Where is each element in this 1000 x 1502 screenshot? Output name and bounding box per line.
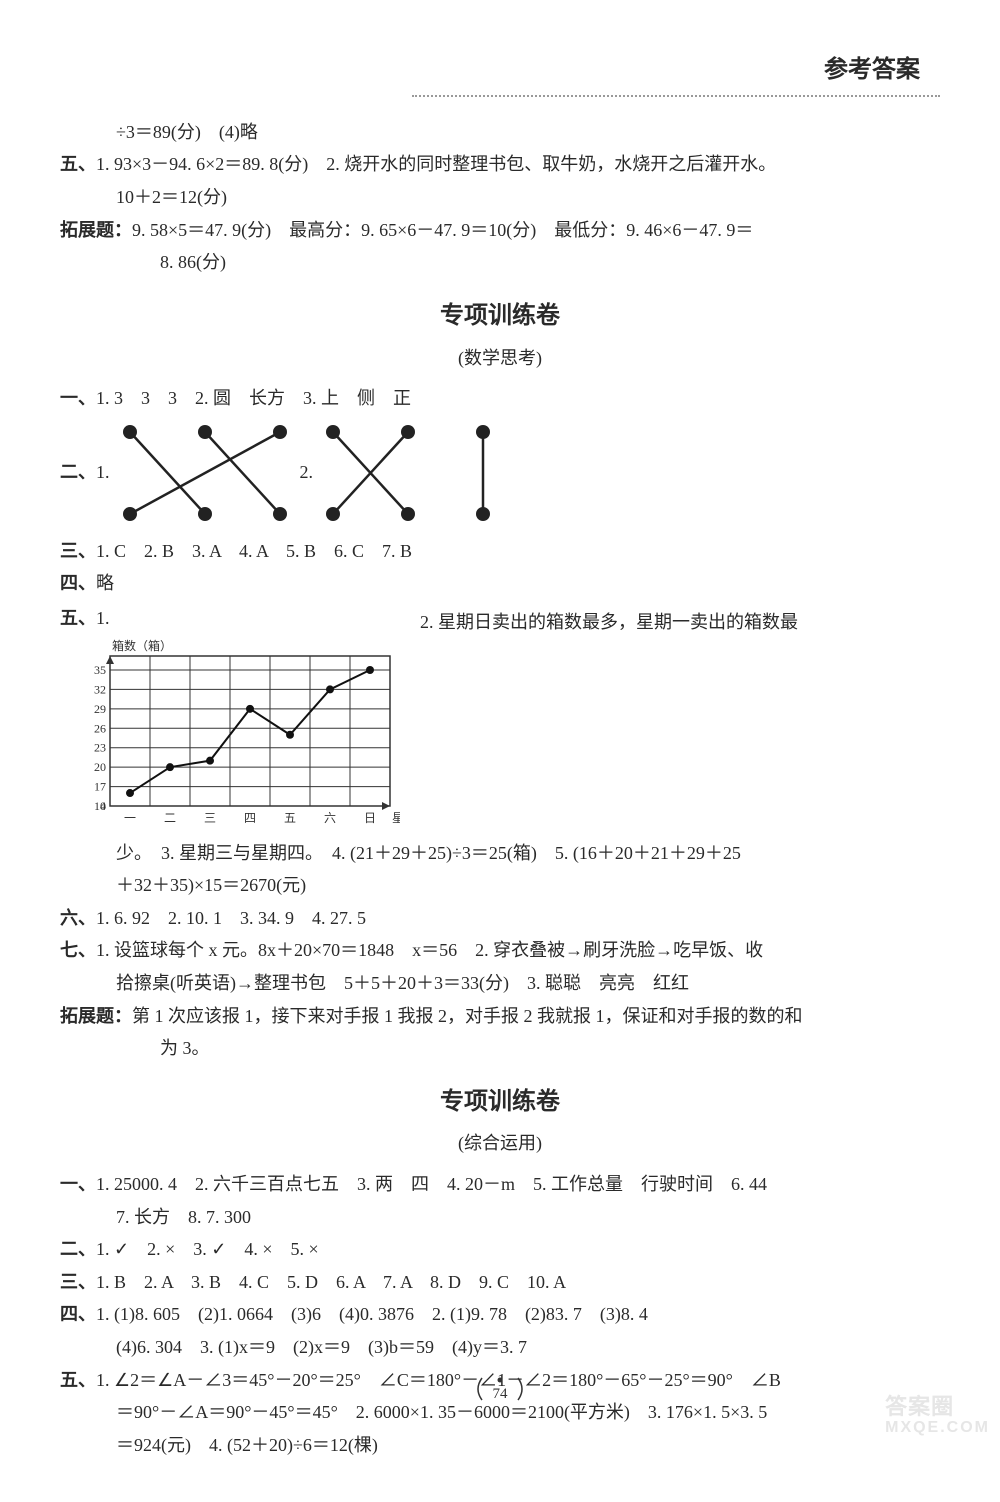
section2-heading: 专项训练卷: [60, 1082, 940, 1123]
s2-lead-1: 一、: [60, 1174, 96, 1194]
s1-l6: 六、1. 6. 92 2. 10. 1 3. 34. 9 4. 27. 5: [60, 903, 940, 934]
frag-line-2: 五、1. 93×3－94. 6×2＝89. 8(分) 2. 烧开水的同时整理书包…: [60, 149, 940, 180]
svg-text:五: 五: [284, 811, 296, 825]
s1-l2-2: 2.: [300, 457, 314, 488]
lead-2: 二、: [60, 457, 96, 488]
line-chart: 箱数（箱）01417202326293235一二三四五六日星期: [60, 634, 400, 834]
svg-text:箱数（箱）: 箱数（箱）: [112, 638, 172, 653]
page-title: 参考答案: [60, 50, 940, 91]
svg-text:一: 一: [124, 811, 136, 825]
s1-l4: 四、略: [60, 568, 940, 599]
s1-l5-2: 2. 星期日卖出的箱数最多，星期一卖出的箱数最: [420, 603, 798, 638]
s1-l2-row: 二、 1. 2.: [60, 418, 940, 528]
svg-text:三: 三: [204, 811, 216, 825]
svg-text:23: 23: [94, 740, 106, 754]
s1-l6-body: 1. 6. 92 2. 10. 1 3. 34. 9 4. 27. 5: [96, 908, 366, 928]
svg-text:四: 四: [244, 811, 256, 825]
s2-l2-body: 1. ✓ 2. × 3. ✓ 4. × 5. ×: [96, 1239, 319, 1259]
s2-lead-5: 五、: [60, 1370, 96, 1390]
section2-sub: (综合运用): [60, 1128, 940, 1159]
s2-lead-4: 四、: [60, 1304, 96, 1324]
watermark-line-1: 答案圈: [885, 1395, 990, 1419]
s1-l5-left: 五、1. 箱数（箱）01417202326293235一二三四五六日星期: [60, 603, 400, 834]
s2-l3: 三、1. B 2. A 3. B 4. C 5. D 6. A 7. A 8. …: [60, 1267, 940, 1298]
s1-l1: 一、1. 3 3 3 2. 圆 长方 3. 上 侧 正: [60, 383, 940, 414]
s1-l8-1: 拓展题：第 1 次应该报 1，接下来对手报 1 我报 2，对手报 2 我就报 1…: [60, 1001, 940, 1032]
svg-text:二: 二: [164, 811, 176, 825]
lead-ext: 拓展题：: [60, 220, 132, 240]
s1-l8-1-body: 第 1 次应该报 1，接下来对手报 1 我报 2，对手报 2 我就报 1，保证和…: [132, 1006, 803, 1026]
s2-l4-2: (4)6. 304 3. (1)x＝9 (2)x＝9 (3)b＝59 (4)y＝…: [60, 1332, 940, 1363]
svg-text:14: 14: [94, 799, 106, 813]
s1-l5-3: 少。 3. 星期三与星期四。 4. (21＋29＋25)÷3＝25(箱) 5. …: [60, 838, 940, 869]
lead-4: 四、: [60, 573, 96, 593]
watermark-line-2: MXQE.COM: [885, 1419, 990, 1437]
frag-line-1: ÷3＝89(分) (4)略: [60, 117, 940, 148]
svg-text:29: 29: [94, 701, 106, 715]
s2-l5-3: ＝924(元) 4. (52＋20)÷6＝12(棵): [60, 1430, 940, 1461]
frag-line-5: 8. 86(分): [60, 247, 940, 278]
lead-5: 五、: [60, 608, 96, 628]
lead-3: 三、: [60, 541, 96, 561]
watermark: 答案圈 MXQE.COM: [885, 1395, 990, 1437]
s1-l7-1: 七、1. 设篮球每个 x 元。8x＋20×70＝1848 x＝56 2. 穿衣叠…: [60, 935, 940, 966]
s2-l1-1-body: 1. 25000. 4 2. 六千三百点七五 3. 两 四 4. 20－m 5.…: [96, 1174, 767, 1194]
s2-l2: 二、1. ✓ 2. × 3. ✓ 4. × 5. ×: [60, 1234, 940, 1265]
svg-text:20: 20: [94, 760, 106, 774]
s1-l5-block: 五、1. 箱数（箱）01417202326293235一二三四五六日星期 2. …: [60, 603, 940, 834]
section1-sub: (数学思考): [60, 343, 940, 374]
lead-6: 六、: [60, 908, 96, 928]
s1-l3-body: 1. C 2. B 3. A 4. A 5. B 6. C 7. B: [96, 541, 412, 561]
s1-l4-body: 略: [96, 573, 114, 593]
svg-text:星期: 星期: [392, 811, 400, 825]
s1-l1-body: 1. 3 3 3 2. 圆 长方 3. 上 侧 正: [96, 388, 411, 408]
s2-l3-body: 1. B 2. A 3. B 4. C 5. D 6. A 7. A 8. D …: [96, 1272, 566, 1292]
s2-lead-2: 二、: [60, 1239, 96, 1259]
s1-l7-1-body: 1. 设篮球每个 x 元。8x＋20×70＝1848 x＝56 2. 穿衣叠被→…: [96, 940, 763, 960]
s2-l4-1: 四、1. (1)8. 605 (2)1. 0664 (3)6 (4)0. 387…: [60, 1299, 940, 1330]
s2-l5-1-body: 1. ∠2＝∠A－∠3＝45°－20°＝25° ∠C＝180°－∠1－∠2＝18…: [96, 1370, 781, 1390]
s2-l4-1-body: 1. (1)8. 605 (2)1. 0664 (3)6 (4)0. 3876 …: [96, 1304, 648, 1324]
s1-l2-1: 1.: [96, 457, 110, 488]
section1-heading: 专项训练卷: [60, 296, 940, 337]
lead-1: 一、: [60, 388, 96, 408]
s1-l3: 三、1. C 2. B 3. A 4. A 5. B 6. C 7. B: [60, 536, 940, 567]
svg-text:17: 17: [94, 779, 106, 793]
lead-7: 七、: [60, 940, 96, 960]
match-diagram-2: [313, 418, 503, 528]
svg-text:32: 32: [94, 682, 106, 696]
lead-five: 五、: [60, 154, 96, 174]
svg-text:26: 26: [94, 721, 106, 735]
frag-line-3: 10＋2＝12(分): [60, 182, 940, 213]
lead-ext2: 拓展题：: [60, 1006, 132, 1026]
title-underline: [412, 95, 940, 97]
s2-l1-1: 一、1. 25000. 4 2. 六千三百点七五 3. 两 四 4. 20－m …: [60, 1169, 940, 1200]
s1-l7-2: 拾擦桌(听英语)→整理书包 5＋5＋20＋3＝33(分) 3. 聪聪 亮亮 红红: [60, 968, 940, 999]
page-number: 74: [470, 1374, 530, 1413]
page-number-decoration: 74: [470, 1374, 530, 1404]
match-diagram-1: [110, 418, 300, 528]
s2-lead-3: 三、: [60, 1272, 96, 1292]
frag-line-2-body: 1. 93×3－94. 6×2＝89. 8(分) 2. 烧开水的同时整理书包、取…: [96, 154, 776, 174]
frag-line-4: 拓展题：9. 58×5＝47. 9(分) 最高分：9. 65×6－47. 9＝1…: [60, 215, 940, 246]
s2-l1-2: 7. 长方 8. 7. 300: [60, 1202, 940, 1233]
frag-line-4-body: 9. 58×5＝47. 9(分) 最高分：9. 65×6－47. 9＝10(分)…: [132, 220, 753, 240]
svg-text:日: 日: [364, 811, 376, 825]
s1-l5-4: ＋32＋35)×15＝2670(元): [60, 870, 940, 901]
s1-l8-2: 为 3。: [60, 1033, 940, 1064]
s1-l5-1: 1.: [96, 608, 110, 628]
svg-text:六: 六: [324, 811, 336, 825]
answer-page: 参考答案 ÷3＝89(分) (4)略 五、1. 93×3－94. 6×2＝89.…: [0, 0, 1000, 1502]
svg-text:35: 35: [94, 663, 106, 677]
page-number-text: 74: [493, 1386, 509, 1402]
